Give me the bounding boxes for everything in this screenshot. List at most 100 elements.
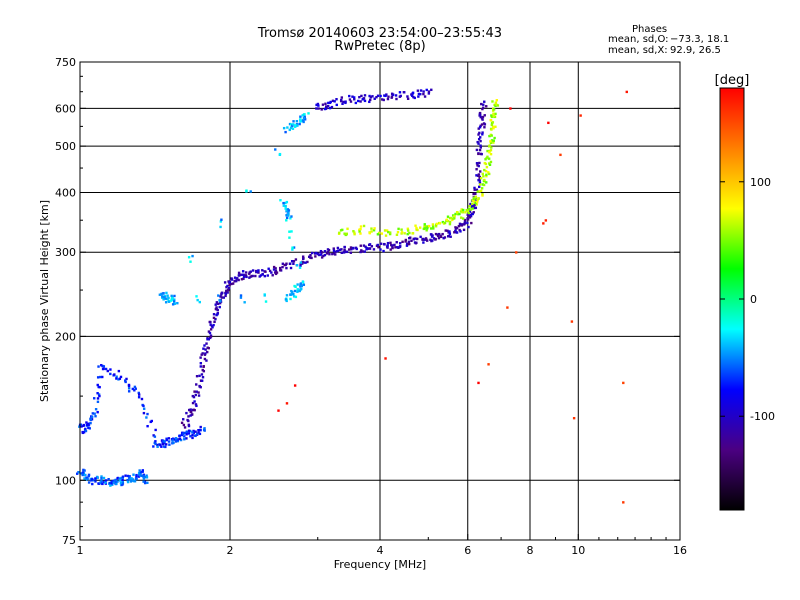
data-point [386, 246, 389, 249]
data-point [310, 256, 313, 260]
data-point [287, 214, 290, 217]
data-point [161, 292, 165, 295]
data-point [85, 423, 89, 427]
data-point [96, 397, 100, 400]
data-point [475, 162, 479, 165]
data-point [325, 106, 328, 110]
data-point [467, 211, 470, 215]
data-point [231, 282, 235, 285]
data-point [156, 443, 159, 447]
data-point [182, 423, 186, 427]
data-point [468, 216, 472, 219]
data-point [471, 207, 474, 210]
data-point [625, 90, 628, 94]
data-point [132, 473, 135, 476]
data-point [87, 422, 90, 426]
data-point [487, 157, 491, 160]
data-point [478, 178, 481, 182]
data-point [371, 95, 374, 98]
data-point [296, 288, 299, 291]
data-point [261, 273, 264, 276]
data-point [475, 203, 478, 206]
data-point [496, 104, 500, 107]
data-point [489, 152, 493, 156]
data-point [478, 111, 482, 115]
y-tick-label: 750 [55, 56, 76, 69]
data-point [452, 217, 455, 220]
data-point [99, 375, 102, 379]
data-point [195, 390, 198, 393]
data-point [124, 474, 127, 477]
data-point [279, 269, 282, 272]
phases-header: Phases [632, 24, 668, 35]
data-point [459, 216, 463, 219]
data-point [479, 139, 482, 143]
data-point [387, 95, 390, 98]
data-point [462, 208, 465, 212]
data-point [98, 482, 101, 485]
data-point [458, 222, 462, 226]
data-point [135, 475, 138, 478]
data-point [237, 271, 241, 275]
data-point [169, 299, 173, 302]
data-point [159, 443, 162, 447]
data-point [292, 295, 296, 298]
data-point [317, 104, 320, 107]
data-point [298, 118, 302, 121]
data-point [152, 434, 155, 437]
data-point [142, 411, 146, 415]
data-point [464, 211, 467, 214]
data-point [236, 277, 239, 280]
data-point [289, 126, 293, 129]
data-point [361, 250, 365, 253]
data-point [483, 168, 486, 172]
data-point [83, 473, 87, 477]
data-point [470, 221, 473, 225]
data-point [478, 175, 481, 179]
data-point [309, 253, 312, 257]
data-point [478, 190, 481, 193]
data-point [166, 294, 169, 297]
data-point [481, 115, 485, 119]
data-point [194, 403, 198, 406]
data-point [406, 227, 410, 230]
data-point [292, 120, 295, 123]
data-point [126, 480, 130, 484]
data-point [191, 436, 194, 440]
data-point [477, 133, 480, 136]
x-tick-label: 10 [571, 544, 585, 557]
data-point [385, 93, 388, 96]
data-point [264, 270, 267, 273]
data-point [176, 438, 179, 442]
data-point [451, 218, 454, 222]
data-point [91, 482, 94, 486]
data-point [368, 247, 372, 250]
data-point [187, 408, 191, 412]
data-point [294, 258, 298, 261]
data-point [419, 235, 422, 239]
data-point [495, 99, 499, 102]
data-point [296, 283, 299, 286]
data-point [366, 247, 370, 250]
data-point [294, 295, 298, 299]
x-tick-label: 6 [464, 544, 471, 557]
data-point [146, 424, 149, 428]
data-point [542, 222, 545, 225]
data-point [202, 369, 206, 373]
data-point [353, 98, 356, 101]
data-point [98, 385, 101, 389]
data-point [489, 149, 493, 152]
data-point [323, 250, 327, 253]
data-point [284, 130, 287, 134]
data-point [216, 312, 219, 316]
data-point [203, 429, 206, 432]
data-point [201, 376, 205, 379]
data-point [331, 99, 335, 102]
data-point [171, 439, 174, 442]
data-point [492, 139, 495, 142]
data-point [130, 477, 133, 480]
data-point [111, 479, 115, 483]
data-point [300, 287, 303, 291]
data-point [128, 475, 131, 478]
data-point [272, 265, 276, 269]
